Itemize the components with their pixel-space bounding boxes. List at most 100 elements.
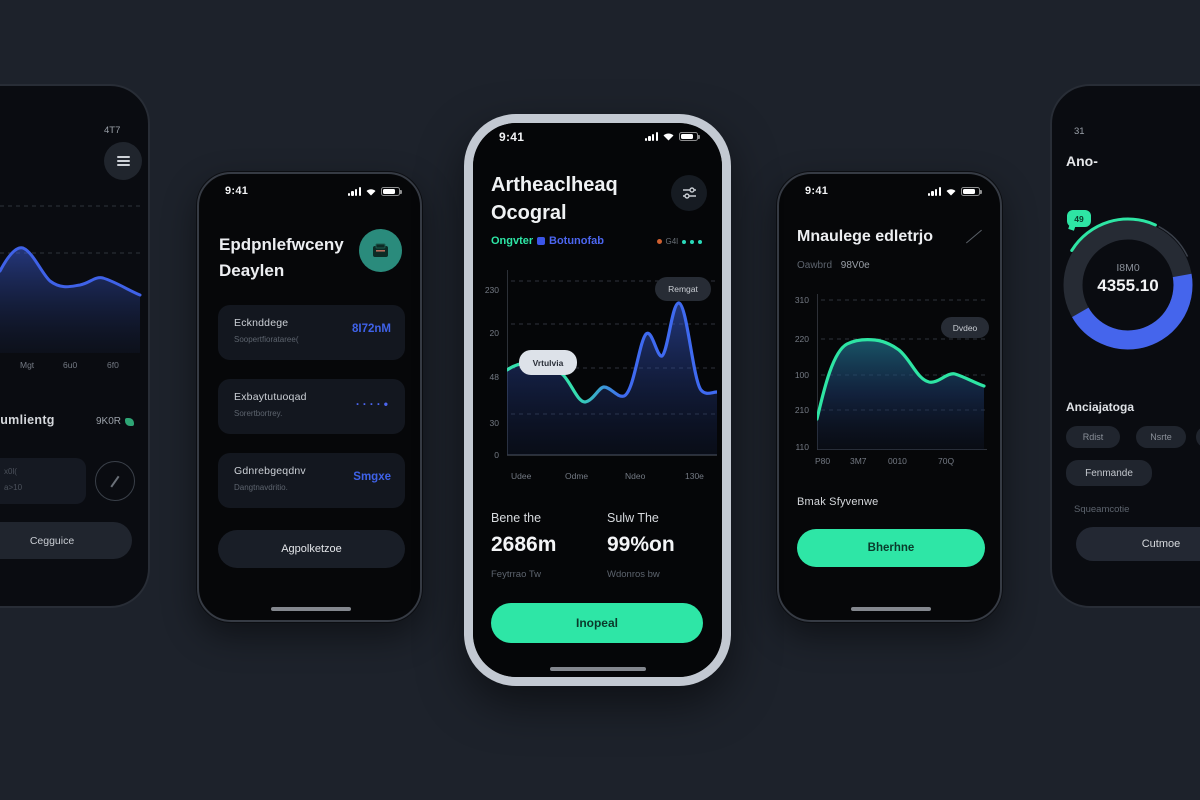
- tab-green[interactable]: Ongvter: [491, 235, 534, 247]
- stat-label: Sulw The: [607, 511, 659, 525]
- teal-dot-icon: [682, 239, 686, 244]
- tab-blue[interactable]: Botunofab: [537, 235, 604, 247]
- legend-group: G4l: [656, 237, 702, 246]
- x-tick: Odme: [565, 471, 589, 481]
- battery-icon: [679, 131, 700, 141]
- left-row-value: 9K0R: [96, 416, 122, 427]
- phone3-statusbar: 9:41: [473, 129, 722, 145]
- phone4-statusbar: 9:41: [779, 184, 1000, 200]
- teal-dot-icon: [690, 239, 694, 244]
- phone3-primary-button[interactable]: Inopeal: [491, 603, 703, 643]
- stat-block: Bene the 2686m Feytrrao Tw: [491, 511, 556, 580]
- title-line: Artheaclheaq: [491, 174, 618, 196]
- y-tick: 220: [794, 334, 809, 344]
- left-secondary-button[interactable]: Cegguice: [0, 522, 132, 559]
- chip-label: Nsrte: [1150, 432, 1172, 442]
- y-tick: 30: [489, 418, 499, 428]
- phone4-area-chart: [817, 294, 987, 450]
- item-title: Exbaytutuoqad: [234, 391, 307, 403]
- stat-value: 99%on: [607, 533, 675, 556]
- chip-partial[interactable]: [1196, 426, 1200, 448]
- status-ring-button[interactable]: [95, 461, 135, 501]
- x-tick: 130e: [685, 471, 704, 481]
- teal-dot-icon: [698, 239, 702, 244]
- button-label: Cutmoe: [1141, 538, 1181, 550]
- y-tick: 110: [795, 442, 809, 452]
- right-secondary-button[interactable]: Cutmoe: [1076, 527, 1200, 561]
- chip-wide[interactable]: Fenmande: [1066, 460, 1152, 486]
- filter-button[interactable]: [671, 175, 707, 211]
- list-item[interactable]: Ecknddege Soopertfiorataree( 8I72nM: [218, 305, 405, 360]
- phone2-action-button[interactable]: Agpolketzoe: [218, 530, 405, 568]
- card-line: x0l(: [4, 467, 17, 476]
- battery-icon: [381, 186, 402, 196]
- title-line: Deaylen: [219, 261, 285, 280]
- phone4-link[interactable]: Bmak Sfyvenwe: [797, 496, 879, 508]
- status-time: 9:41: [225, 185, 249, 197]
- donut-svg: [1060, 217, 1196, 353]
- phone2-statusbar: 9:41: [199, 184, 420, 200]
- phone4-title: Mnaulege edletrjo: [797, 228, 934, 245]
- signal-icon: [927, 187, 941, 196]
- left-area-chart: [0, 205, 142, 353]
- left-row-value-wrap: 9K0R: [96, 416, 135, 427]
- right-top-label: 31: [1074, 126, 1085, 137]
- y-tick: 20: [489, 328, 499, 338]
- item-subtitle: Sorertbortrey.: [234, 409, 283, 418]
- muted-text: Squeamcotie: [1074, 504, 1130, 515]
- orange-dot-icon: [656, 239, 662, 244]
- left-top-label: 4T7: [104, 125, 121, 136]
- x-tick: 3M7: [850, 456, 867, 466]
- legend-label: G4l: [665, 237, 678, 246]
- phone3: 9:41 Artheaclheaq Ocogral Ongvter Botuno…: [464, 114, 731, 686]
- list-item[interactable]: Gdnrebgeqdnv Dangtnavdritio. Smgxe: [218, 453, 405, 508]
- right-panel: 31 Ano- I8M0 4355.10 49 Anciajatoga Rdis…: [1040, 0, 1200, 800]
- chart-tooltip-light: Vrtulvia: [519, 350, 577, 375]
- tab-label: Botunofab: [549, 235, 604, 247]
- chart-tooltip: Dvdeo: [941, 317, 989, 338]
- subtitle-value: 98V0e: [840, 260, 870, 271]
- item-subtitle: Dangtnavdritio.: [234, 483, 288, 492]
- x-tick: 6f0: [107, 360, 119, 370]
- chip[interactable]: Nsrte: [1136, 426, 1186, 448]
- left-panel: 4T7 Mgt 6u0 6f0 tjumlientg 9K0R x0l( a>1…: [0, 0, 160, 800]
- tooltip-label: Remgat: [668, 284, 698, 294]
- home-indicator[interactable]: [271, 607, 351, 611]
- x-tick: P80: [815, 456, 831, 466]
- button-label: Bherhne: [867, 542, 915, 554]
- stat-caption: Feytrrao Tw: [491, 569, 541, 580]
- donut-badge: 49: [1067, 210, 1091, 231]
- tooltip-label: Dvdeo: [952, 322, 978, 333]
- title-line: Epdpnlefwceny: [219, 235, 344, 254]
- item-subtitle: Soopertfiorataree(: [234, 335, 299, 344]
- item-title: Gdnrebgeqdnv: [234, 465, 306, 477]
- status-time: 9:41: [499, 130, 525, 144]
- leaf-icon: [125, 417, 135, 426]
- avatar-button[interactable]: [359, 229, 402, 272]
- y-tick: 48: [489, 372, 499, 382]
- status-time: 9:41: [805, 185, 829, 197]
- button-label: Agpolketzoe: [281, 543, 342, 555]
- tooltip-label: Vrtulvia: [532, 357, 564, 368]
- phone4-primary-button[interactable]: Bherhne: [797, 529, 985, 567]
- title-line: Ocogral: [491, 202, 567, 224]
- home-indicator[interactable]: [550, 667, 646, 671]
- card-line: a>10: [4, 483, 23, 492]
- battery-icon: [961, 186, 982, 196]
- list-item[interactable]: Exbaytutuoqad Sorertbortrey. ····•: [218, 379, 405, 434]
- subtitle-muted: Oawbrd: [797, 260, 833, 271]
- menu-button[interactable]: [104, 142, 142, 180]
- wifi-icon: [366, 189, 376, 196]
- y-tick: 230: [484, 285, 499, 295]
- button-label: Inopeal: [575, 616, 618, 630]
- signal-icon: [644, 132, 658, 141]
- chip[interactable]: Rdist: [1066, 426, 1120, 448]
- item-title: Ecknddege: [234, 317, 289, 329]
- home-indicator[interactable]: [851, 607, 931, 611]
- hamburger-icon: [116, 153, 130, 168]
- left-cut-card[interactable]: x0l( a>10: [0, 458, 86, 504]
- x-tick: Mgt: [20, 360, 35, 370]
- item-value: 8I72nM: [352, 323, 391, 335]
- stat-caption: Wdonros bw: [607, 569, 660, 580]
